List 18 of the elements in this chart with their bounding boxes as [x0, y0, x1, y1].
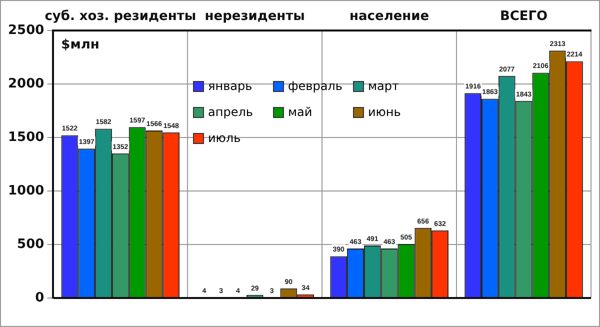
- y-tick-label: 1000: [8, 183, 44, 198]
- legend-label: июль: [207, 131, 242, 145]
- y-tick-label: 2500: [8, 22, 44, 38]
- legend-label: январь: [207, 79, 254, 93]
- legend-label: июнь: [367, 105, 402, 119]
- y-tick-label: 0: [35, 290, 44, 306]
- y-tick-label: 2000: [8, 76, 44, 92]
- x-tick-label: суб. хоз. резиденты: [44, 9, 196, 24]
- legend-label: февраль: [287, 79, 344, 93]
- x-tick-label: население: [350, 9, 430, 24]
- x-tick-label: ВСЕГО: [500, 9, 548, 24]
- legend-label: март: [367, 79, 400, 93]
- y-axis-title: $млн: [61, 37, 100, 52]
- y-tick-label: 1500: [8, 130, 44, 145]
- legend-label: май: [287, 105, 314, 119]
- x-tick-label: нерезиденты: [204, 9, 305, 24]
- y-tick-label: 500: [17, 236, 44, 252]
- legend-label: апрель: [207, 105, 254, 119]
